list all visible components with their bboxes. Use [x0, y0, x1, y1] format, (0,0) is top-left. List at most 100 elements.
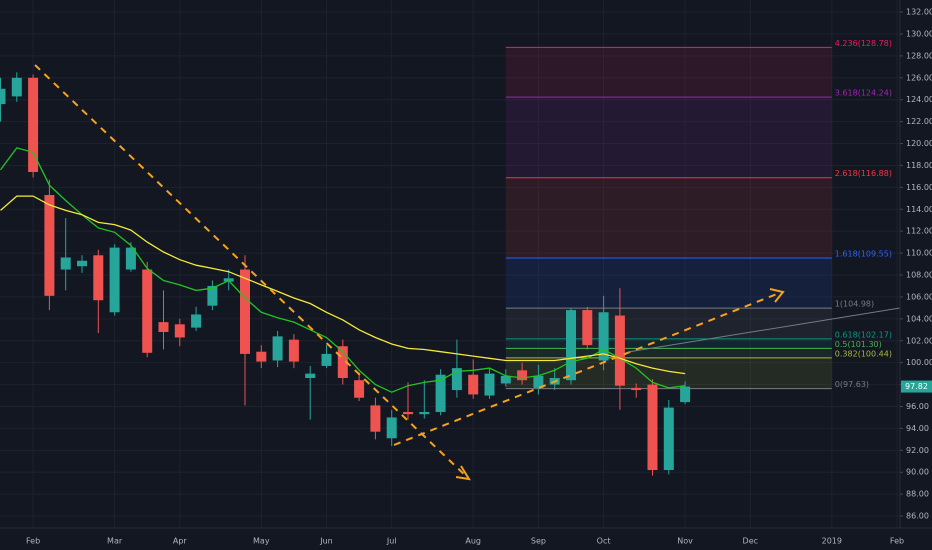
- candle-body: [484, 373, 495, 396]
- candle-body: [305, 373, 316, 379]
- y-tick-label: 132.00: [906, 8, 932, 17]
- candle-body: [419, 411, 430, 415]
- fib-zone: [505, 177, 832, 259]
- candle-body: [435, 374, 446, 412]
- candle-body: [582, 310, 593, 346]
- candle-body: [354, 380, 365, 398]
- fib-label: 1.618(109.55): [835, 250, 892, 259]
- x-tick-label: Apr: [173, 537, 188, 546]
- y-tick-label: 86.00: [906, 512, 929, 521]
- candle-body: [93, 255, 104, 301]
- candle-body: [44, 195, 55, 296]
- x-tick-label: Feb: [26, 537, 40, 546]
- y-tick-label: 114.00: [906, 205, 932, 214]
- y-tick-label: 92.00: [906, 446, 929, 455]
- candle-body: [158, 322, 169, 332]
- candle-body: [11, 77, 22, 97]
- y-tick-label: 122.00: [906, 117, 932, 126]
- arrow-head: [455, 465, 471, 481]
- x-tick-label: May: [253, 537, 270, 546]
- candle-body: [386, 417, 397, 439]
- fib-label: 0.382(100.44): [835, 349, 892, 358]
- x-tick-label: Oct: [597, 537, 611, 546]
- fib-label: 1(104.98): [835, 300, 874, 309]
- fib-label: 0.5(101.30): [835, 340, 882, 349]
- fib-label: 0.618(102.17): [835, 330, 892, 339]
- y-tick-label: 130.00: [906, 29, 932, 38]
- moving-averages: [0, 147, 686, 393]
- fib-zone: [505, 258, 832, 309]
- y-tick-label: 116.00: [906, 183, 932, 192]
- candle-body: [598, 312, 609, 361]
- fib-zone: [505, 97, 832, 178]
- candle-body: [663, 407, 674, 471]
- candle-body: [566, 310, 576, 381]
- fib-label: 2.618(116.88): [835, 169, 892, 178]
- y-tick-label: 126.00: [906, 73, 932, 82]
- candle-body: [256, 351, 267, 362]
- candle-body: [468, 374, 479, 395]
- x-tick-label: Sep: [531, 537, 546, 546]
- y-tick-label: 118.00: [906, 161, 932, 170]
- candles: [0, 72, 691, 476]
- fib-label: 4.236(128.78): [835, 39, 892, 48]
- fib-zone: [505, 338, 832, 349]
- candle-body: [60, 257, 71, 270]
- x-tick-label: Aug: [465, 537, 481, 546]
- candle-body: [631, 387, 642, 391]
- candle-body: [142, 269, 153, 353]
- candle-body: [337, 346, 348, 379]
- candle-body: [109, 247, 120, 313]
- trend-line: [393, 291, 783, 446]
- y-tick-label: 124.00: [906, 95, 932, 104]
- candle-body: [174, 324, 185, 338]
- y-tick-label: 102.00: [906, 336, 932, 345]
- fib-label: 3.618(124.24): [835, 89, 892, 98]
- fib-label: 0(97.63): [835, 380, 869, 389]
- x-tick-label: Jun: [319, 537, 333, 546]
- moving-average: [0, 195, 686, 375]
- fib-zone: [505, 308, 832, 339]
- y-tick-label: 120.00: [906, 139, 932, 148]
- y-tick-label: 112.00: [906, 227, 932, 236]
- candle-body: [614, 315, 625, 386]
- y-tick-label: 128.00: [906, 51, 932, 60]
- candle-body: [240, 269, 250, 354]
- x-tick-label: Feb: [890, 537, 904, 546]
- x-tick-label: 2019: [822, 537, 842, 546]
- price-axis: [900, 0, 932, 550]
- y-tick-label: 94.00: [906, 424, 929, 433]
- candle-body: [0, 88, 6, 105]
- y-tick-label: 110.00: [906, 249, 932, 258]
- y-tick-label: 104.00: [906, 314, 932, 323]
- y-tick-label: 88.00: [906, 490, 929, 499]
- trend-line: [34, 64, 469, 479]
- y-tick-label: 106.00: [906, 292, 932, 301]
- trend-annotations: [34, 64, 901, 481]
- x-tick-label: Dec: [743, 537, 758, 546]
- candle-body: [28, 77, 39, 173]
- candle-body: [403, 411, 413, 415]
- candle-body: [533, 375, 544, 388]
- last-price-box: [901, 380, 932, 393]
- y-tick-label: 108.00: [906, 271, 932, 280]
- candle-body: [272, 336, 283, 361]
- candle-body: [680, 386, 691, 403]
- candle-body: [517, 370, 528, 381]
- fib-zone: [505, 357, 832, 389]
- y-tick-label: 100.00: [906, 358, 932, 367]
- x-tick-label: Mar: [107, 537, 123, 546]
- x-tick-label: Nov: [677, 537, 693, 546]
- candle-body: [451, 368, 462, 391]
- last-price-label: 97.82: [905, 382, 928, 391]
- candle-body: [207, 285, 218, 306]
- candle-body: [370, 405, 381, 432]
- trend-line: [627, 307, 901, 353]
- candle-body: [77, 260, 87, 267]
- candle-body: [647, 384, 658, 471]
- candle-body: [321, 353, 332, 366]
- candle-body: [500, 375, 511, 384]
- axes: 86.0088.0090.0092.0094.0096.0098.00100.0…: [26, 8, 932, 546]
- arrow-head: [769, 288, 785, 303]
